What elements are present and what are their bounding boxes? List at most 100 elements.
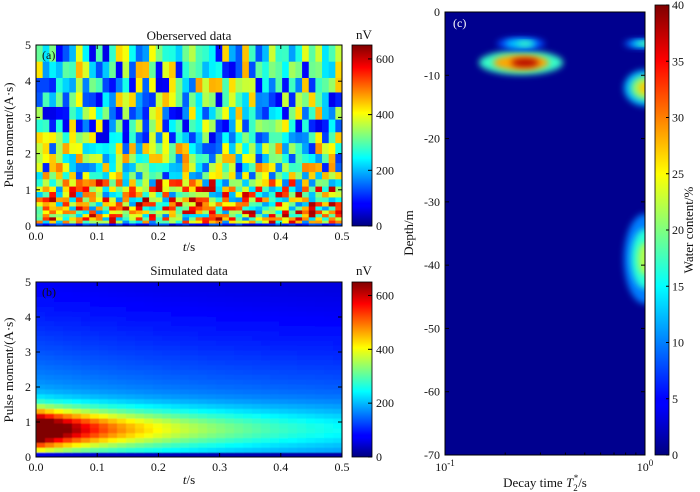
heatmap-cell: [45, 403, 55, 409]
heatmap-cell: [171, 427, 181, 434]
heatmap-cell: [243, 369, 253, 375]
heatmap-cell: [270, 388, 280, 395]
heatmap-cell: [82, 92, 90, 107]
heatmap-cell: [288, 106, 296, 120]
heatmap-cell: [261, 286, 271, 293]
heatmap-cell: [243, 452, 253, 457]
heatmap-cell: [144, 427, 154, 434]
heatmap-cell: [242, 92, 250, 107]
heatmap-cell: [242, 201, 250, 207]
heatmap-cell: [115, 131, 123, 144]
heatmap-cell: [297, 422, 307, 429]
heatmap-cell: [282, 92, 290, 107]
heatmap-cell: [109, 213, 117, 218]
heatmap-cell: [90, 296, 100, 302]
heatmap-cell: [180, 364, 190, 370]
heatmap-cell: [45, 447, 55, 453]
heatmap-cell: [72, 340, 82, 346]
heatmap-cell: [322, 171, 330, 180]
heatmap-cell: [102, 77, 110, 93]
heatmap-cell: [282, 61, 290, 78]
heatmap-cell: [81, 330, 91, 336]
heatmap-cell: [315, 335, 325, 341]
heatmap-cell: [297, 364, 307, 370]
heatmap-cell: [102, 131, 110, 144]
heatmap-cell: [75, 77, 83, 93]
heatmap-cell: [36, 345, 46, 351]
heatmap-cell: [207, 301, 217, 307]
heatmap-cell: [155, 197, 163, 203]
heatmap-cell: [45, 325, 55, 332]
heatmap-cell: [182, 191, 190, 198]
heatmap-cell: [279, 384, 289, 390]
heatmap-cell: [295, 92, 303, 107]
heatmap-cell: [36, 210, 44, 215]
heatmap-cell: [297, 413, 307, 419]
heatmap-cell: [279, 354, 289, 361]
heatmap-cell: [36, 316, 46, 322]
heatmap-cell: [108, 403, 118, 409]
heatmap-cell: [270, 282, 280, 288]
heatmap-cell: [333, 364, 342, 370]
heatmap-cell: [99, 350, 109, 356]
heatmap-cell: [144, 437, 154, 443]
heatmap-cell: [234, 316, 244, 322]
heatmap-cell: [162, 427, 172, 434]
heatmap-cell: [102, 201, 110, 207]
heatmap-cell: [216, 452, 226, 457]
heatmap-cell: [225, 398, 235, 405]
heatmap-cell: [89, 61, 97, 78]
heatmap-cell: [288, 61, 296, 78]
heatmap-cell: [82, 171, 90, 180]
heatmap-cell: [335, 191, 342, 198]
heatmap-cell: [153, 403, 163, 409]
heatmap-cell: [82, 61, 90, 78]
heatmap-cell: [75, 186, 83, 193]
heatmap-cell: [117, 427, 127, 434]
heatmap-cell: [288, 388, 298, 395]
heatmap-cell: [54, 282, 64, 288]
heatmap-cell: [216, 296, 226, 302]
heatmap-cell: [55, 142, 64, 154]
heatmap-cell: [117, 330, 127, 336]
heatmap-cell: [135, 191, 143, 198]
heatmap-cell: [55, 61, 64, 78]
heatmap-cell: [215, 92, 223, 107]
heatmap-cell: [153, 306, 163, 312]
heatmap-cell: [171, 325, 181, 332]
heatmap-cell: [255, 186, 263, 193]
heatmap-cell: [45, 432, 55, 439]
heatmap-cell: [228, 213, 236, 218]
heatmap-cell: [108, 379, 118, 385]
heatmap-cell: [162, 325, 172, 332]
heatmap-cell: [295, 106, 303, 120]
heatmap-cell: [169, 153, 177, 164]
heatmap-cell: [175, 153, 183, 164]
heatmap-cell: [126, 384, 136, 390]
heatmap-cell: [126, 345, 136, 351]
heatmap-cell: [225, 364, 235, 370]
heatmap-cell: [182, 197, 190, 203]
heatmap-cell: [234, 408, 244, 414]
heatmap-cell: [195, 178, 203, 187]
heatmap-cell: [81, 418, 91, 424]
heatmap-cell: [69, 153, 77, 164]
heatmap-cell: [72, 427, 82, 434]
heatmap-cell: [228, 45, 236, 62]
heatmap-cell: [243, 286, 253, 293]
heatmap-cell: [54, 408, 64, 414]
heatmap-cell: [208, 45, 217, 62]
heatmap-cell: [242, 162, 250, 173]
heatmap-cell: [202, 201, 210, 207]
heatmap-cell: [275, 213, 283, 218]
heatmap-cell: [261, 320, 271, 327]
heatmap-cell: [180, 432, 190, 439]
heatmap-cell: [270, 447, 280, 453]
heatmap-cell: [144, 364, 154, 370]
heatmap-cell: [115, 191, 123, 198]
heatmap-cell: [207, 335, 217, 341]
heatmap-cell: [54, 427, 64, 434]
heatmap-cell: [279, 359, 289, 366]
heatmap-cell: [252, 437, 262, 443]
